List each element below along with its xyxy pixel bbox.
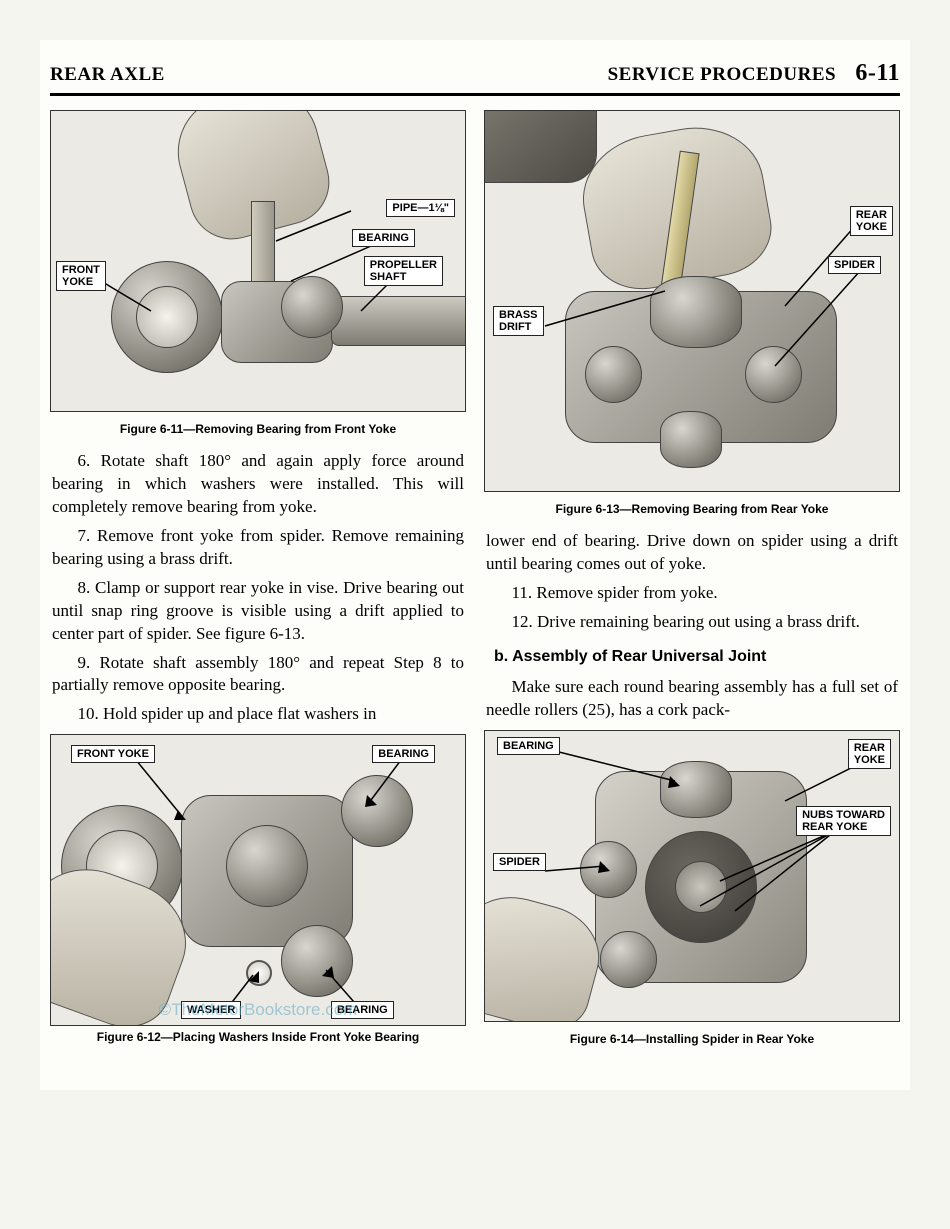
- label-nubs: NUBS TOWARDREAR YOKE: [796, 806, 891, 836]
- para-cont: lower end of bearing. Drive down on spid…: [486, 530, 898, 576]
- para-9: 9. Rotate shaft assembly 180° and repeat…: [52, 652, 464, 698]
- caption-6-13: Figure 6-13—Removing Bearing from Rear Y…: [484, 502, 900, 516]
- para-7: 7. Remove front yoke from spider. Remove…: [52, 525, 464, 571]
- left-column: FRONTYOKE PIPE—1⅛" BEARING PROPELLERSHAF…: [50, 110, 466, 1060]
- right-column: BRASSDRIFT REARYOKE SPIDER Figure 6-13—R…: [484, 110, 900, 1060]
- para-10: 10. Hold spider up and place flat washer…: [52, 703, 464, 726]
- label-bearing-2: BEARING: [372, 745, 435, 763]
- label-spider: SPIDER: [828, 256, 881, 274]
- header-section: SERVICE PROCEDURES: [608, 64, 836, 85]
- subheading-b: b. Assembly of Rear Universal Joint: [494, 648, 900, 666]
- para-12: 12. Drive remaining bearing out using a …: [486, 611, 898, 634]
- manual-page: REAR AXLE SERVICE PROCEDURES 6-11 FRONTY…: [40, 40, 910, 1090]
- label-rear-yoke-2: REARYOKE: [848, 739, 891, 769]
- label-bearing: BEARING: [352, 229, 415, 247]
- left-body-text: 6. Rotate shaft 180° and again apply for…: [52, 450, 464, 726]
- caption-6-12: Figure 6-12—Placing Washers Inside Front…: [50, 1030, 466, 1044]
- label-pipe: PIPE—1⅛": [386, 199, 455, 217]
- caption-6-11: Figure 6-11—Removing Bearing from Front …: [50, 422, 466, 436]
- figure-6-14: BEARING REARYOKE SPIDER NUBS TOWARDREAR …: [484, 730, 900, 1022]
- label-prop-shaft: PROPELLERSHAFT: [364, 256, 443, 286]
- para-8: 8. Clamp or support rear yoke in vise. D…: [52, 577, 464, 646]
- label-front-yoke: FRONTYOKE: [56, 261, 106, 291]
- watermark: ©TheMotorBookstore.com: [50, 1000, 466, 1020]
- header-right: SERVICE PROCEDURES 6-11: [608, 60, 900, 87]
- figure-6-13: BRASSDRIFT REARYOKE SPIDER: [484, 110, 900, 492]
- para-assembly: Make sure each round bearing assembly ha…: [486, 676, 898, 722]
- label-front-yoke-2: FRONT YOKE: [71, 745, 155, 763]
- figure-6-11: FRONTYOKE PIPE—1⅛" BEARING PROPELLERSHAF…: [50, 110, 466, 412]
- label-spider-2: SPIDER: [493, 853, 546, 871]
- right-body-text-top: lower end of bearing. Drive down on spid…: [486, 530, 898, 634]
- label-brass-drift: BRASSDRIFT: [493, 306, 544, 336]
- figure-6-12: FRONT YOKE BEARING WASHER BEARING: [50, 734, 466, 1026]
- content-columns: FRONTYOKE PIPE—1⅛" BEARING PROPELLERSHAF…: [40, 110, 910, 1060]
- label-rear-yoke: REARYOKE: [850, 206, 893, 236]
- right-body-text-bottom: Make sure each round bearing assembly ha…: [486, 676, 898, 722]
- header-left: REAR AXLE: [50, 64, 165, 86]
- page-header: REAR AXLE SERVICE PROCEDURES 6-11: [50, 40, 900, 96]
- label-bearing-4: BEARING: [497, 737, 560, 755]
- para-6: 6. Rotate shaft 180° and again apply for…: [52, 450, 464, 519]
- para-11: 11. Remove spider from yoke.: [486, 582, 898, 605]
- page-number: 6-11: [855, 60, 900, 86]
- caption-6-14: Figure 6-14—Installing Spider in Rear Yo…: [484, 1032, 900, 1046]
